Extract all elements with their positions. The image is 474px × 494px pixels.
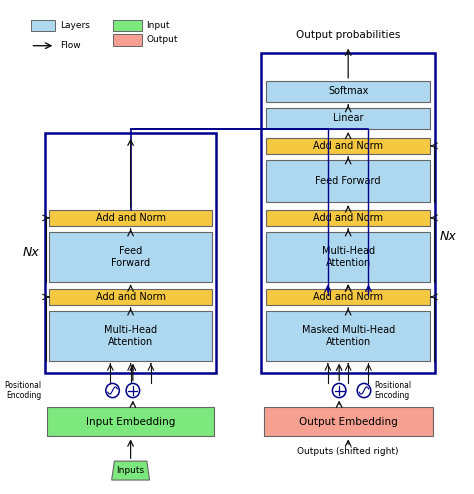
FancyBboxPatch shape <box>266 311 430 361</box>
FancyBboxPatch shape <box>266 138 430 154</box>
Text: Input: Input <box>146 21 170 30</box>
Text: Layers: Layers <box>60 21 90 30</box>
Text: Nx: Nx <box>23 247 40 259</box>
Text: Positional
Encoding: Positional Encoding <box>374 381 411 400</box>
Text: Linear: Linear <box>333 114 364 124</box>
Text: Flow: Flow <box>60 41 81 50</box>
FancyBboxPatch shape <box>266 232 430 282</box>
FancyBboxPatch shape <box>112 20 142 32</box>
FancyBboxPatch shape <box>47 407 214 437</box>
Text: Multi-Head
Attention: Multi-Head Attention <box>322 246 375 268</box>
Text: Output Embedding: Output Embedding <box>299 417 398 427</box>
FancyBboxPatch shape <box>266 81 430 102</box>
Text: Feed Forward: Feed Forward <box>315 176 381 186</box>
FancyBboxPatch shape <box>112 34 142 45</box>
Text: Nx: Nx <box>440 230 457 243</box>
Text: Add and Norm: Add and Norm <box>313 292 383 302</box>
Text: Input Embedding: Input Embedding <box>86 417 175 427</box>
Text: Inputs: Inputs <box>117 466 145 475</box>
Text: Positional
Encoding: Positional Encoding <box>4 381 41 400</box>
Text: Softmax: Softmax <box>328 86 368 96</box>
Text: Add and Norm: Add and Norm <box>96 213 165 223</box>
Polygon shape <box>112 461 150 480</box>
FancyBboxPatch shape <box>266 108 430 129</box>
Text: Add and Norm: Add and Norm <box>96 292 165 302</box>
FancyBboxPatch shape <box>264 407 433 437</box>
Text: Add and Norm: Add and Norm <box>313 141 383 151</box>
FancyBboxPatch shape <box>49 288 212 305</box>
FancyBboxPatch shape <box>266 160 430 203</box>
FancyBboxPatch shape <box>49 311 212 361</box>
Text: Add and Norm: Add and Norm <box>313 213 383 223</box>
Text: Multi-Head
Attention: Multi-Head Attention <box>104 325 157 347</box>
FancyBboxPatch shape <box>49 209 212 226</box>
FancyBboxPatch shape <box>30 20 55 32</box>
Text: Output: Output <box>146 35 178 44</box>
FancyBboxPatch shape <box>266 209 430 226</box>
Text: Masked Multi-Head
Attention: Masked Multi-Head Attention <box>301 325 395 347</box>
Text: Outputs (shifted right): Outputs (shifted right) <box>297 447 399 456</box>
FancyBboxPatch shape <box>266 288 430 305</box>
Text: Feed
Forward: Feed Forward <box>111 246 150 268</box>
FancyBboxPatch shape <box>49 232 212 282</box>
Text: Output probabilities: Output probabilities <box>296 30 401 40</box>
